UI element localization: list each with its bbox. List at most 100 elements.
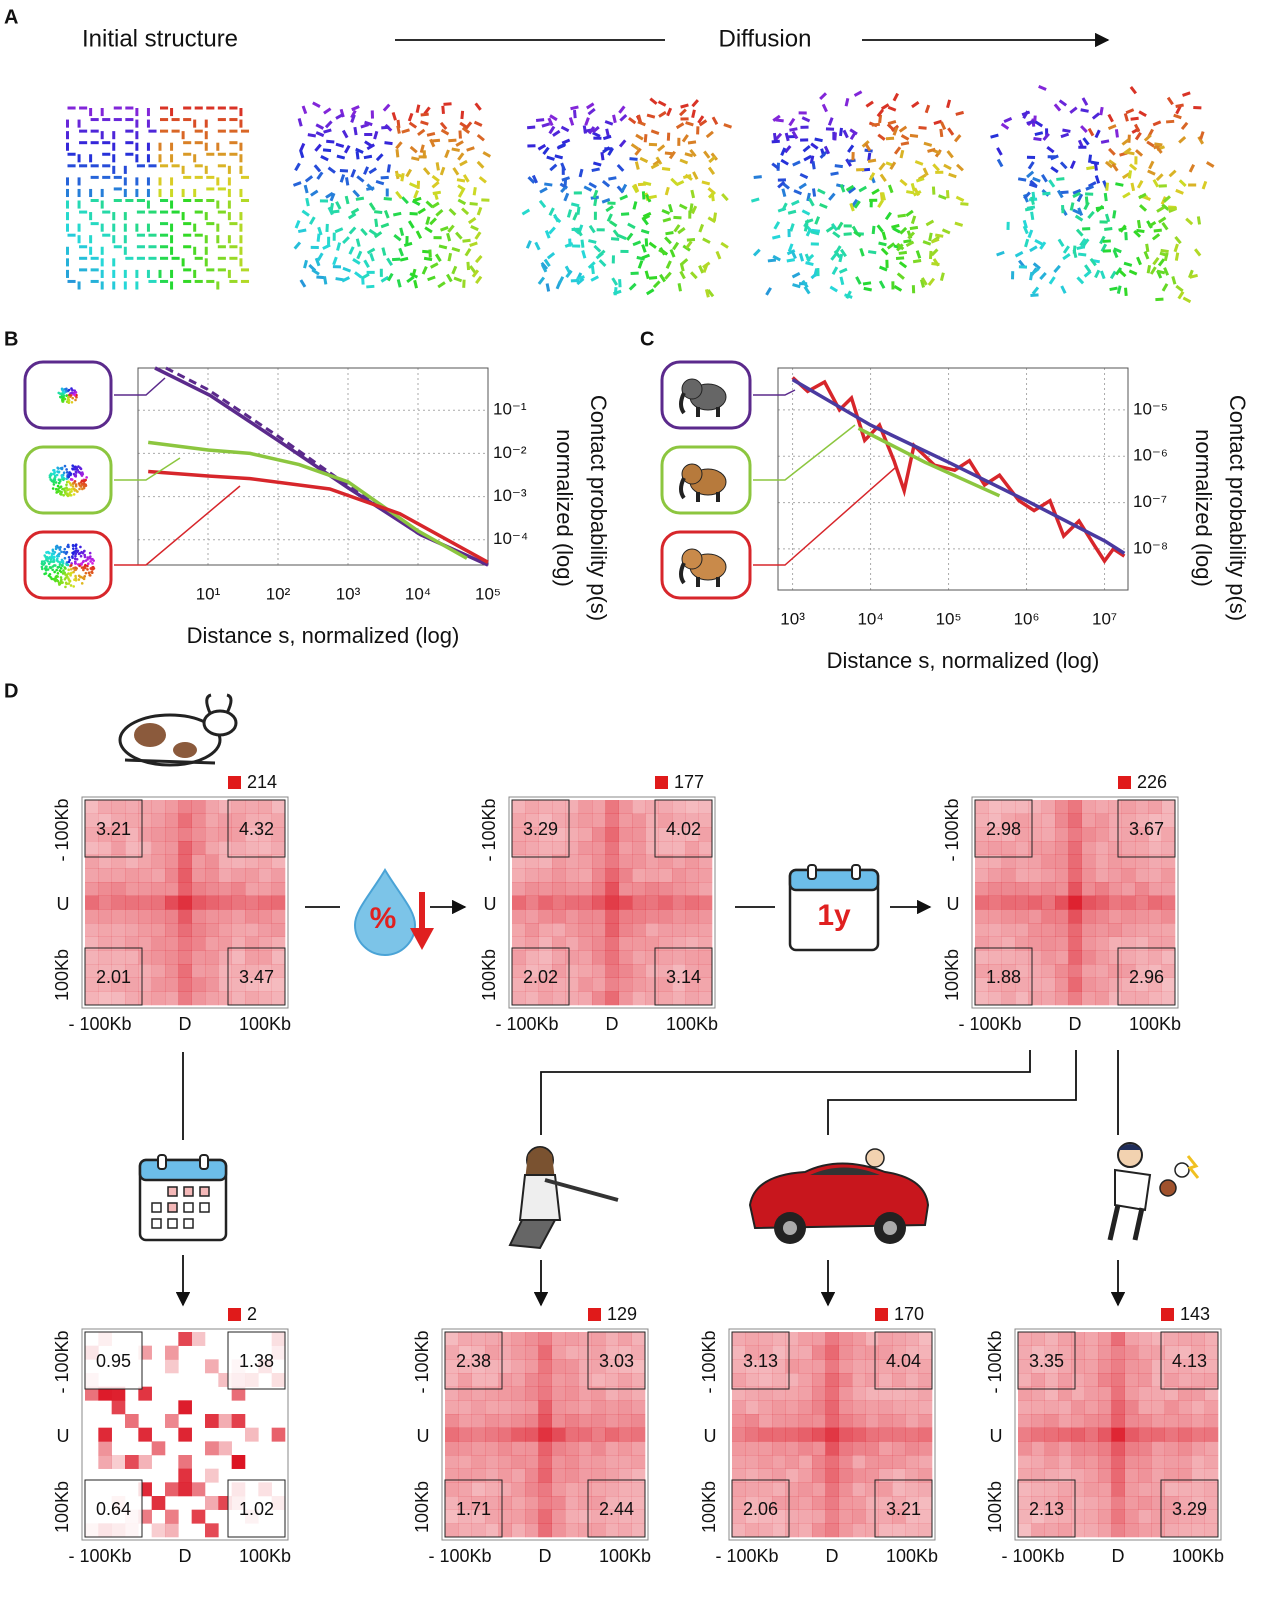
dash: [832, 231, 841, 239]
dash: [457, 152, 465, 161]
heatmap-cell: [85, 882, 99, 896]
heatmap-cell: [698, 813, 713, 828]
dash: [946, 150, 954, 159]
heatmap-cell: [1041, 813, 1056, 828]
heatmap-cell: [1138, 1359, 1152, 1374]
corner-box: [874, 1331, 933, 1390]
heatmap-cell: [1015, 977, 1029, 992]
heatmap-cell: [745, 1482, 759, 1497]
heatmap-cell: [645, 813, 659, 828]
dash: [889, 161, 897, 170]
dash: [429, 138, 436, 148]
heatmap-cell: [852, 1496, 866, 1510]
heatmap-cell: [525, 1509, 539, 1524]
heatmap-cell: [1138, 1345, 1152, 1360]
dash: [780, 158, 789, 166]
dash: [941, 228, 951, 235]
heatmap-cell: [1148, 964, 1162, 978]
x-axis-label: D: [1112, 1546, 1125, 1566]
heatmap-cell: [1178, 1332, 1192, 1346]
dash: [409, 145, 418, 154]
heatmap-cell: [878, 1496, 893, 1510]
heatmap-cell: [578, 1386, 592, 1401]
heatmap-cell: [1151, 1332, 1165, 1346]
heatmap-cell: [772, 1345, 786, 1360]
corner-box: [654, 799, 713, 858]
y-axis-label: U: [57, 894, 70, 914]
heatmap-cell: [552, 991, 566, 1006]
heatmap-cell: [551, 1496, 566, 1510]
heatmap-cell: [732, 1414, 746, 1428]
dash: [299, 149, 305, 159]
heatmap-cell: [578, 1482, 592, 1497]
dash: [1180, 121, 1189, 131]
dash: [750, 197, 760, 203]
heatmap-cell: [218, 813, 232, 828]
heatmap-cell: [565, 1496, 579, 1510]
heatmap-cell: [645, 991, 659, 1006]
dot: [88, 551, 92, 555]
dash: [324, 120, 333, 129]
dash: [698, 119, 708, 127]
heatmap-cell: [1204, 1400, 1219, 1415]
heatmap-cell: [1095, 950, 1109, 965]
dash: [408, 182, 418, 189]
corner-value: 1.71: [456, 1499, 491, 1519]
dash: [1152, 120, 1162, 127]
y-axis-label: 100Kb: [52, 1481, 72, 1533]
dash: [316, 171, 324, 180]
dash: [1082, 137, 1090, 146]
dash: [602, 146, 611, 154]
corner-box: [511, 799, 570, 858]
dash: [802, 144, 811, 153]
heatmap-cell: [1071, 1427, 1085, 1442]
corner-value: 2.38: [456, 1351, 491, 1371]
dash: [392, 211, 402, 217]
heatmap-cell: [485, 1523, 499, 1538]
dot: [71, 482, 75, 485]
heatmap-cell: [485, 1414, 499, 1428]
heatmap-cell: [605, 868, 619, 883]
heatmap-cell: [1015, 964, 1029, 978]
heatmap-cell: [798, 1482, 813, 1497]
dash: [456, 178, 466, 183]
heatmap-cell: [138, 854, 152, 869]
dash: [865, 100, 874, 108]
heatmap-cell: [565, 1400, 579, 1415]
heatmap-cell: [98, 923, 112, 937]
dash: [476, 133, 485, 142]
heatmap-cell: [471, 1523, 486, 1538]
heatmap-cell: [1068, 977, 1082, 992]
heatmap-cell: [525, 813, 539, 828]
heatmap-cell: [1191, 1414, 1205, 1428]
dot: [51, 560, 55, 563]
heatmap-cell: [878, 1455, 893, 1469]
dash: [772, 132, 777, 142]
heatmap-cell: [1135, 827, 1149, 842]
dash: [427, 275, 436, 282]
dash: [691, 99, 699, 108]
dash: [568, 238, 572, 247]
heatmap-cell: [1031, 1496, 1045, 1510]
dash: [448, 208, 457, 216]
dash: [618, 234, 627, 241]
heatmap-cell: [578, 964, 593, 978]
corner-box: [731, 1479, 790, 1538]
dot: [68, 579, 72, 583]
panel-label: A: [4, 6, 18, 28]
dash: [790, 250, 797, 260]
heatmap-cell: [1015, 854, 1029, 869]
heatmap-cell: [218, 909, 232, 924]
heatmap-cell: [1108, 854, 1122, 869]
heatmap-cell: [565, 1468, 579, 1483]
heatmap-cell: [245, 1427, 259, 1442]
heatmap-cell: [1015, 882, 1029, 896]
dash: [838, 253, 844, 263]
dash: [619, 113, 628, 122]
dash: [765, 287, 772, 296]
heatmap-cell: [865, 1373, 879, 1387]
dot: [77, 578, 81, 581]
elephant-head: [681, 378, 703, 400]
dash: [805, 227, 812, 237]
heatmap-cell: [178, 868, 192, 883]
